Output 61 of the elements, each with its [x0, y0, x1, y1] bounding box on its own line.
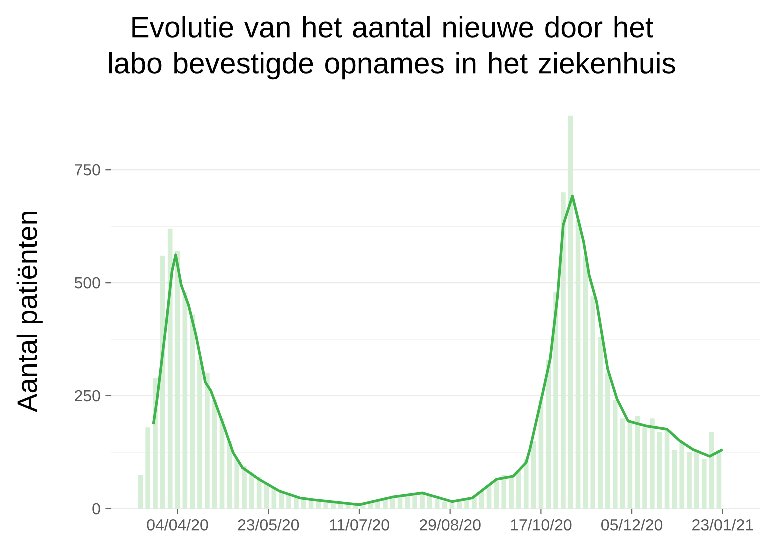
bar	[524, 459, 529, 509]
bar	[146, 428, 150, 509]
bar	[642, 428, 648, 509]
bar	[687, 452, 692, 509]
x-tick-label: 04/04/20	[147, 519, 208, 531]
bar	[694, 450, 700, 509]
bar	[250, 472, 254, 509]
y-tick-label: 0	[92, 503, 100, 515]
y-tick-label: 750	[75, 164, 100, 176]
bar	[242, 466, 247, 509]
bar	[612, 400, 618, 509]
bar	[554, 292, 558, 509]
bar	[628, 423, 633, 509]
x-tick-label: 23/05/20	[238, 519, 300, 531]
bar	[702, 459, 707, 509]
bar	[486, 486, 492, 509]
bar	[583, 256, 588, 509]
bar	[457, 500, 462, 509]
bar	[680, 441, 685, 509]
bar	[516, 470, 522, 509]
bar	[709, 432, 714, 509]
bar	[434, 499, 440, 509]
bar	[502, 475, 507, 509]
bar	[168, 228, 173, 509]
line-series	[152, 194, 724, 506]
bar	[531, 441, 536, 509]
bar	[234, 459, 240, 509]
bar	[160, 256, 166, 509]
bar	[479, 490, 484, 509]
bar	[598, 337, 603, 509]
bar	[635, 416, 640, 509]
bar	[664, 430, 670, 509]
chart-title: Evolutie van het aantal nieuwe door het labo bevestigde opnames in het ziekenhuis	[109, 16, 676, 80]
bar	[576, 220, 581, 509]
y-axis-title: Aantal patiënten	[16, 212, 43, 412]
bar	[657, 432, 662, 509]
x-tick-label: 05/12/20	[602, 519, 663, 531]
bar	[606, 373, 610, 509]
bar	[561, 192, 566, 509]
bar	[494, 480, 500, 509]
bar	[212, 400, 218, 509]
bar	[442, 502, 448, 509]
bar	[138, 475, 144, 509]
x-tick-label: 17/10/20	[511, 519, 572, 531]
bar	[428, 495, 432, 509]
bar	[190, 314, 195, 509]
bar	[198, 360, 202, 509]
bar	[568, 116, 574, 509]
bar	[546, 360, 552, 509]
bar	[509, 477, 514, 509]
x-tick-label: 29/08/20	[420, 519, 481, 531]
bar	[672, 450, 678, 509]
y-tick-label: 250	[75, 390, 100, 402]
bar	[182, 292, 188, 509]
bar	[620, 418, 626, 509]
bar	[650, 418, 655, 509]
bar	[205, 373, 210, 509]
x-tick-label: 11/07/20	[330, 519, 390, 531]
x-tick-label: 23/01/21	[692, 519, 754, 531]
y-tick-label: 500	[74, 277, 100, 289]
bar	[590, 296, 596, 509]
